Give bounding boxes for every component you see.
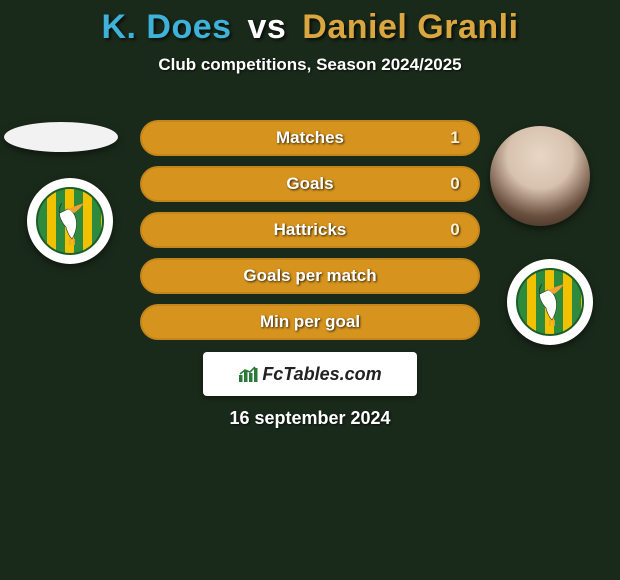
vs-text: vs xyxy=(248,8,287,46)
bar-chart-icon xyxy=(238,365,258,383)
comparison-card: K. Does vs Daniel Granli Club competitio… xyxy=(0,0,620,580)
site-badge: FcTables.com xyxy=(203,352,417,396)
stat-label: Goals xyxy=(286,174,333,194)
stats-container: Matches 1 Goals 0 Hattricks 0 Goals per match M… xyxy=(140,120,480,350)
stat-label: Hattricks xyxy=(274,220,347,240)
stat-bar-track: Matches 1 xyxy=(140,120,480,156)
club-badge-stripes xyxy=(516,268,584,336)
stat-row: Hattricks 0 xyxy=(140,212,480,248)
player1-name: K. Does xyxy=(101,8,231,46)
date-label: 16 september 2024 xyxy=(229,408,390,429)
stat-row: Goals per match xyxy=(140,258,480,294)
stat-value-player2: 0 xyxy=(446,220,464,240)
site-label: FcTables.com xyxy=(262,364,381,385)
stork-icon xyxy=(54,199,90,245)
player1-avatar-placeholder xyxy=(4,122,118,152)
page-title: K. Does vs Daniel Granli xyxy=(0,0,620,47)
player2-club-badge xyxy=(507,259,593,345)
stat-label: Goals per match xyxy=(243,266,376,286)
stat-label: Matches xyxy=(276,128,344,148)
subtitle: Club competitions, Season 2024/2025 xyxy=(0,55,620,75)
stat-bar-track: Goals 0 xyxy=(140,166,480,202)
player2-avatar xyxy=(490,126,590,226)
stat-label: Min per goal xyxy=(260,312,360,332)
stork-icon xyxy=(534,280,570,326)
stat-bar-track: Min per goal xyxy=(140,304,480,340)
player2-name: Daniel Granli xyxy=(302,8,518,46)
club-badge-stripes xyxy=(36,187,104,255)
player1-club-badge xyxy=(27,178,113,264)
stat-bar-track: Goals per match xyxy=(140,258,480,294)
stat-row: Matches 1 xyxy=(140,120,480,156)
stat-row: Goals 0 xyxy=(140,166,480,202)
stat-value-player2: 1 xyxy=(446,128,464,148)
stat-value-player2: 0 xyxy=(446,174,464,194)
stat-row: Min per goal xyxy=(140,304,480,340)
stat-bar-track: Hattricks 0 xyxy=(140,212,480,248)
